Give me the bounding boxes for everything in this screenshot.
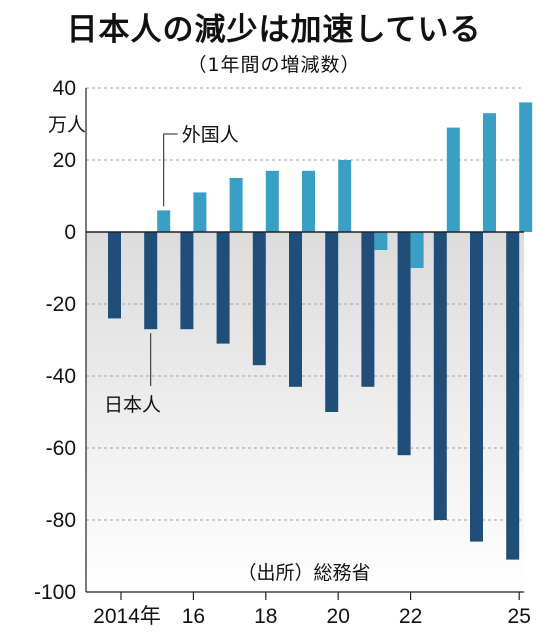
x-tick-label: 20 (327, 605, 350, 628)
callout-line-foreign (163, 133, 178, 207)
x-tick-label: 2014年 (93, 605, 161, 628)
x-tick-label: 16 (182, 605, 205, 628)
bar-foreign-2024 (483, 113, 496, 232)
negative-region-shading (86, 232, 524, 592)
chart-subtitle: （1年間の増減数） (187, 54, 361, 76)
series-label-japanese: 日本人 (104, 394, 161, 416)
y-tick-label: 40 (53, 77, 76, 100)
bar-foreign-2016 (193, 192, 207, 232)
bar-japanese-2024 (470, 232, 483, 542)
x-tick-label: 18 (254, 605, 277, 628)
bar-foreign-2023 (446, 127, 460, 232)
series-label-foreign: 外国人 (182, 124, 239, 146)
bar-foreign-2015 (157, 210, 171, 232)
bar-japanese-2016 (180, 232, 194, 330)
bar-foreign-2017 (229, 178, 243, 232)
bar-japanese-2021 (361, 232, 375, 387)
x-tick-label: 22 (399, 605, 422, 628)
y-tick-label: -40 (46, 365, 76, 388)
unit-label: 万人 (48, 114, 86, 136)
bar-foreign-2022 (410, 232, 424, 268)
bar-foreign-2020 (338, 160, 352, 232)
bar-foreign-2018 (265, 170, 279, 232)
bar-japanese-2020 (325, 232, 339, 412)
bar-japanese-2022 (397, 232, 411, 456)
bar-japanese-2019 (289, 232, 302, 387)
bar-japanese-2014 (108, 232, 121, 319)
bar-foreign-2025 (519, 102, 533, 233)
bar-japanese-2023 (433, 232, 447, 520)
chart-title: 日本人の減少は加速している (66, 12, 482, 48)
bar-japanese-2025 (506, 232, 520, 560)
x-tick-label: 25 (508, 605, 531, 628)
bar-japanese-2015 (144, 232, 158, 330)
y-tick-label: -80 (46, 509, 76, 532)
bar-japanese-2018 (252, 232, 266, 366)
source-label: （出所）総務省 (237, 562, 370, 584)
y-tick-label: 20 (53, 149, 76, 172)
y-tick-label: -100 (34, 581, 76, 604)
bar-foreign-2021 (374, 232, 388, 250)
bar-japanese-2017 (216, 232, 230, 344)
bar-foreign-2019 (302, 170, 315, 232)
y-tick-label: -60 (46, 437, 76, 460)
y-tick-label: -20 (46, 293, 76, 316)
y-tick-label: 0 (64, 221, 76, 244)
